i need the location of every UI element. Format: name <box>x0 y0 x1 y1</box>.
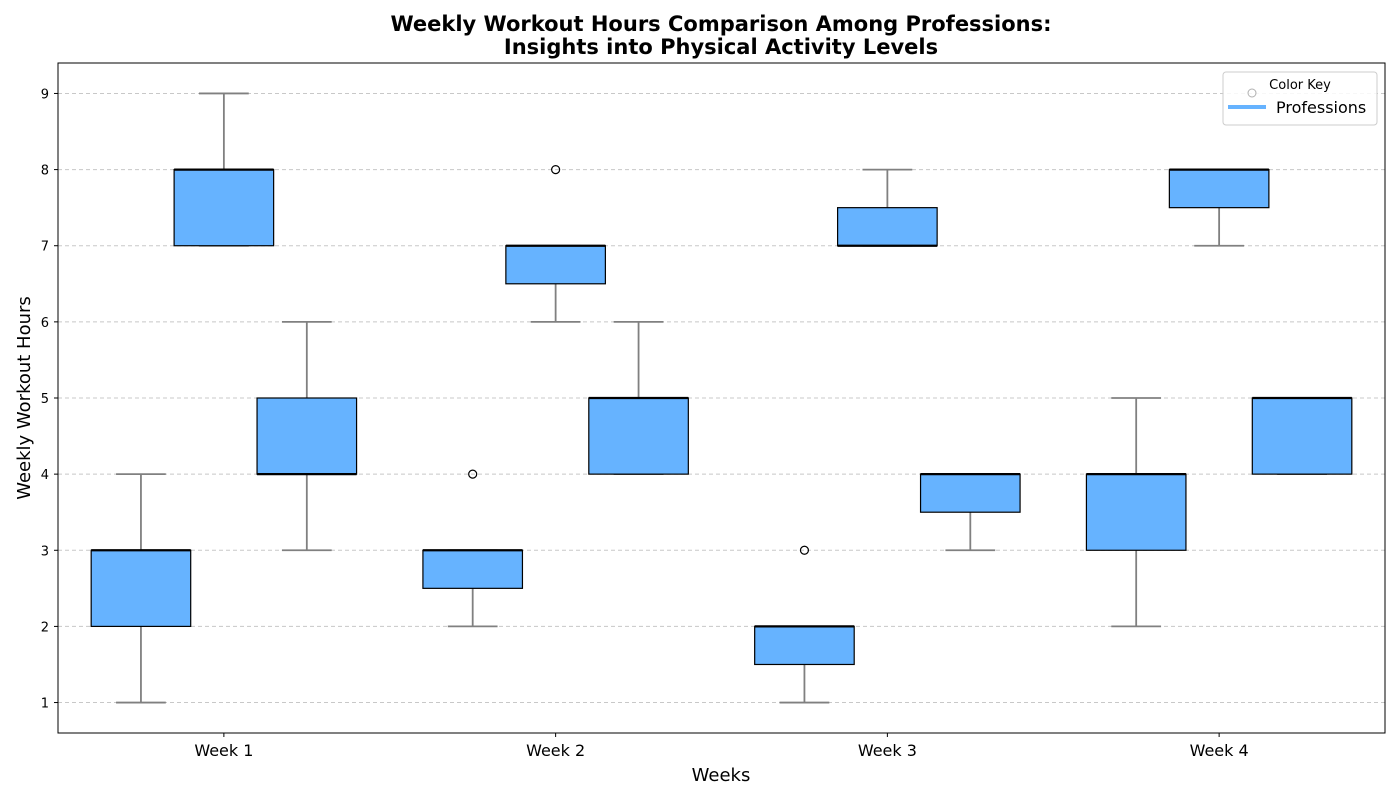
box-iqr <box>1168 168 1270 209</box>
box-iqr <box>173 168 275 247</box>
y-tick-label: 1 <box>41 697 49 712</box>
outlier-point <box>468 469 478 479</box>
box-plot-item <box>837 168 938 247</box>
chart-title-line1: Weekly Workout Hours Comparison Among Pr… <box>390 12 1051 36</box>
outlier-point <box>799 545 810 555</box>
outlier-point <box>551 164 561 175</box>
x-axis-label: Weeks <box>692 765 751 786</box>
box-plot-item <box>1168 168 1270 247</box>
box-iqr <box>505 245 606 285</box>
box-iqr <box>919 473 1021 513</box>
x-axis-ticks: Week 1 Week 2 Week 3 Week 4 <box>194 733 1249 760</box>
legend-title: Color Key <box>1269 78 1331 93</box>
x-tick-label: Week 4 <box>1190 741 1249 760</box>
y-axis-ticks: 1 2 3 4 5 6 7 8 9 <box>41 87 58 712</box>
y-tick-label: 9 <box>41 87 49 102</box>
x-tick-label: Week 3 <box>858 741 917 760</box>
legend-label: Professions <box>1276 98 1366 117</box>
y-tick-label: 7 <box>41 240 49 255</box>
box-plot-item <box>422 469 524 628</box>
box-plot-item <box>173 92 275 247</box>
box-plot-item <box>1085 397 1187 628</box>
box-iqr <box>422 549 524 589</box>
y-axis-label: Weekly Workout Hours <box>14 296 35 500</box>
legend: Color Key Professions <box>1222 71 1378 126</box>
box-plot-item <box>754 545 855 704</box>
x-tick-label: Week 1 <box>194 741 253 760</box>
box-series <box>90 92 1353 704</box>
box-plot-item <box>588 320 689 476</box>
chart-title-line2: Insights into Physical Activity Levels <box>504 35 938 59</box>
box-iqr <box>837 207 938 247</box>
box-iqr <box>1251 397 1353 475</box>
box-iqr <box>754 625 855 666</box>
x-tick-label: Week 2 <box>526 741 585 760</box>
box-plot-item <box>90 473 192 704</box>
box-plot-item <box>505 164 606 323</box>
y-tick-label: 5 <box>41 392 49 407</box>
y-tick-label: 3 <box>41 544 49 559</box>
box-plot-item <box>256 320 358 552</box>
box-iqr <box>1085 473 1187 551</box>
y-tick-label: 2 <box>41 620 49 635</box>
box-iqr <box>588 397 689 475</box>
box-plot-item <box>919 473 1021 552</box>
box-iqr <box>90 549 192 628</box>
legend-frame <box>1222 71 1378 126</box>
legend-title-marker <box>1247 88 1257 98</box>
box-iqr <box>256 397 358 475</box>
y-tick-label: 8 <box>41 164 49 179</box>
y-tick-label: 6 <box>41 316 49 331</box>
box-plot-item <box>1251 396 1353 476</box>
y-tick-label: 4 <box>41 468 49 483</box>
